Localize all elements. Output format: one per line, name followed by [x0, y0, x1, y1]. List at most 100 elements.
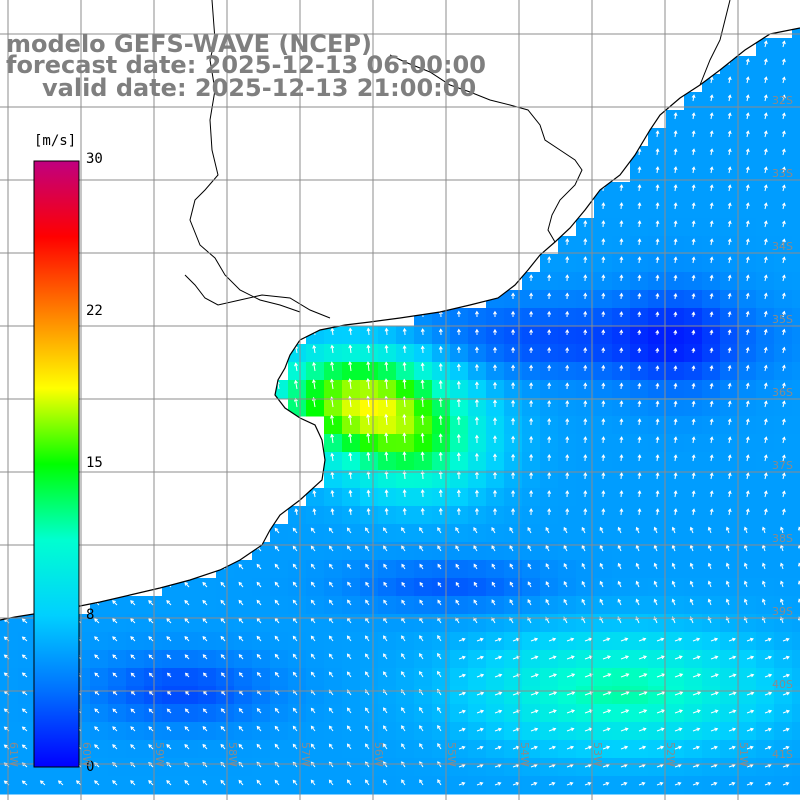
- wind-arrow: [530, 674, 539, 678]
- wind-cell: [342, 758, 361, 777]
- wind-arrow-head: [184, 726, 189, 730]
- wind-cell: [594, 218, 613, 237]
- wind-cell: [630, 200, 649, 219]
- wind-arrow: [365, 617, 370, 624]
- wind-arrow-head: [509, 599, 514, 604]
- wind-arrow-head: [493, 310, 497, 315]
- wind-arrow: [476, 728, 484, 732]
- wind-cell: [774, 542, 793, 561]
- wind-arrow-head: [655, 418, 660, 423]
- wind-arrow-head: [673, 166, 678, 171]
- wind-arrow-head: [709, 347, 714, 352]
- wind-cell: [756, 146, 775, 165]
- wind-arrow: [728, 710, 736, 714]
- wind-arrow-head: [785, 637, 790, 642]
- wind-arrow: [419, 635, 424, 642]
- wind-arrow-head: [581, 526, 586, 531]
- wind-arrow-head: [497, 763, 502, 768]
- wind-arrow: [512, 728, 520, 732]
- wind-arrow: [782, 239, 785, 246]
- wind-cell: [378, 524, 397, 543]
- wind-arrow: [419, 653, 424, 660]
- wind-arrow-head: [238, 563, 243, 568]
- wind-arrow-head: [366, 344, 371, 349]
- wind-arrow: [494, 656, 502, 660]
- wind-cell: [756, 560, 775, 579]
- wind-arrow-head: [202, 779, 207, 784]
- wind-arrow-head: [184, 617, 189, 622]
- wind-arrow: [494, 638, 502, 642]
- wind-cell: [666, 380, 685, 399]
- wind-arrow-head: [166, 761, 170, 766]
- wind-cell: [360, 614, 379, 633]
- wind-arrow-head: [673, 292, 678, 297]
- wind-cell: [270, 578, 289, 597]
- wind-arrow: [238, 582, 244, 588]
- wind-cell: [126, 614, 145, 633]
- wind-cell: [414, 596, 433, 615]
- wind-arrow-head: [643, 691, 648, 695]
- wind-arrow-head: [709, 382, 714, 387]
- wind-arrow-head: [785, 781, 790, 786]
- wind-arrow-head: [420, 432, 425, 437]
- wind-cell: [684, 146, 703, 165]
- wind-cell: [666, 506, 685, 525]
- wind-arrow-head: [461, 655, 466, 660]
- wind-arrow: [494, 692, 502, 696]
- wind-arrow-head: [750, 709, 755, 714]
- wind-cell: [306, 668, 325, 687]
- wind-arrow-head: [678, 727, 683, 732]
- wind-arrow-head: [619, 364, 624, 369]
- wind-arrow: [674, 131, 677, 138]
- wind-arrow: [584, 691, 593, 696]
- wind-cell: [342, 578, 361, 597]
- wind-arrow-head: [328, 527, 333, 532]
- wind-arrow-head: [292, 725, 297, 730]
- wind-arrow-head: [94, 636, 98, 640]
- wind-cell: [612, 326, 631, 345]
- wind-arrow: [782, 401, 785, 408]
- wind-arrow-head: [462, 673, 467, 678]
- wind-arrow-head: [294, 362, 298, 367]
- wind-cell: [144, 704, 163, 723]
- wind-arrow-head: [3, 672, 8, 677]
- wind-cell: [306, 650, 325, 669]
- wind-arrow-head: [655, 256, 660, 261]
- wind-cell: [684, 398, 703, 417]
- wind-arrow: [295, 509, 298, 516]
- wind-cell: [396, 704, 415, 723]
- wind-arrow: [764, 710, 772, 714]
- wind-arrow-head: [348, 414, 352, 419]
- wind-arrow: [692, 673, 701, 678]
- wind-arrow-head: [606, 727, 611, 732]
- lat-label: 39S: [772, 605, 793, 618]
- wind-cell: [720, 452, 739, 471]
- wind-arrow: [401, 527, 406, 534]
- wind-cell: [522, 326, 541, 345]
- wind-arrow-head: [511, 417, 516, 422]
- wind-arrow: [656, 673, 665, 678]
- wind-arrow-head: [493, 453, 497, 458]
- wind-cell: [450, 434, 469, 453]
- wind-cell: [594, 362, 613, 381]
- wind-arrow-head: [601, 436, 606, 441]
- wind-arrow-head: [691, 166, 696, 171]
- wind-arrow-head: [112, 726, 116, 730]
- wind-arrow-head: [689, 544, 694, 549]
- wind-arrow-head: [727, 220, 732, 225]
- wind-cell: [396, 362, 415, 381]
- wind-cell: [486, 542, 505, 561]
- wind-arrow: [347, 725, 352, 732]
- wind-arrow: [563, 599, 568, 606]
- wind-arrow: [527, 599, 532, 606]
- wind-arrow-head: [763, 508, 768, 513]
- wind-arrow-head: [473, 599, 478, 604]
- wind-arrow: [728, 473, 731, 480]
- wind-arrow-head: [437, 779, 441, 783]
- wind-arrow-head: [202, 726, 207, 730]
- wind-cell: [720, 236, 739, 255]
- wind-cell: [612, 596, 631, 615]
- wind-arrow-head: [607, 709, 612, 713]
- wind-cell: [756, 614, 775, 633]
- wind-arrow-head: [767, 727, 772, 732]
